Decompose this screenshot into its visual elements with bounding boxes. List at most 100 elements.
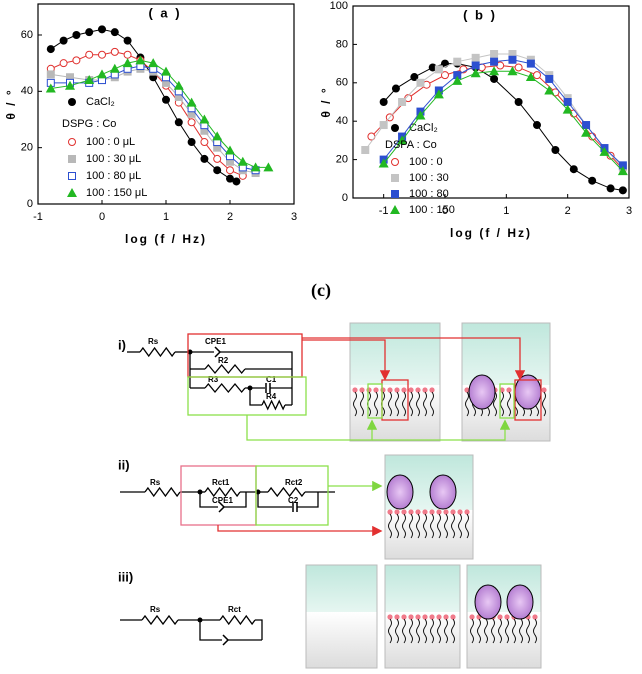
component-label: Rs: [150, 605, 161, 614]
lipid-tail: [498, 618, 502, 644]
marker: [508, 50, 517, 58]
lipid-tail: [395, 618, 399, 644]
y-axis-label: θ / °: [319, 86, 333, 117]
lipid-tail: [402, 391, 406, 417]
lipid-tail: [437, 513, 441, 539]
legend-label: CaCl₂: [409, 122, 438, 134]
lipid-head: [366, 387, 372, 393]
legend-label: 100 : 30: [409, 172, 449, 184]
y-tick-label: 60: [336, 77, 348, 89]
wire: [257, 492, 292, 508]
marker: [378, 158, 389, 168]
lipid-tail: [491, 618, 495, 644]
lipid-head: [415, 509, 421, 515]
wire: [217, 525, 383, 537]
y-tick-label: 80: [336, 38, 348, 50]
electrolyte: [306, 565, 377, 612]
substrate: [306, 612, 377, 668]
wire: [302, 339, 391, 381]
legend-label: 100 : 80 μL: [86, 170, 141, 182]
marker: [563, 98, 572, 106]
lipid-tail: [430, 618, 434, 644]
x-tick-label: 3: [626, 205, 632, 217]
lipid-head: [450, 509, 456, 515]
lipid-head: [532, 614, 538, 620]
component-label: Rs: [148, 337, 159, 346]
marker: [618, 161, 627, 170]
highlight: [255, 465, 329, 526]
lipid-head: [499, 387, 505, 393]
plot-frame: [352, 5, 630, 199]
component-label: R3: [208, 375, 219, 384]
wire: [224, 492, 247, 508]
lipid-tail: [444, 513, 448, 539]
protein: [429, 474, 457, 510]
lipid-head: [387, 509, 393, 515]
wire: [255, 619, 263, 640]
lipid-head: [457, 509, 463, 515]
marker: [551, 146, 560, 154]
legend-label: 100 : 150: [409, 204, 455, 216]
wire: [302, 337, 526, 381]
marker: [199, 114, 210, 124]
legend-label: 100 : 30 μL: [86, 153, 141, 165]
lipid-head: [429, 509, 435, 515]
wire: [204, 486, 241, 498]
lipid-head: [429, 387, 435, 393]
highlight: [499, 383, 515, 419]
wire: [199, 620, 222, 641]
marker: [174, 118, 183, 127]
lipid-head: [408, 509, 414, 515]
component-label: Rct2: [285, 478, 303, 487]
lipid-tail: [458, 513, 462, 539]
row-label: iii): [118, 569, 133, 584]
x-tick-label: 0: [99, 211, 105, 223]
marker: [200, 138, 209, 147]
legend-subtitle: DSPG : Co: [62, 118, 116, 130]
marker: [98, 50, 106, 59]
legend-label: 100 : 150 μL: [86, 187, 147, 199]
lipid-tail: [465, 391, 469, 417]
marker: [379, 121, 388, 130]
marker: [110, 47, 119, 56]
x-tick-label: 2: [227, 211, 233, 223]
electrolyte: [385, 565, 460, 612]
marker: [162, 78, 170, 87]
lipid-head: [541, 387, 547, 393]
marker: [514, 98, 523, 106]
panel-label: (c): [311, 280, 331, 301]
marker: [618, 186, 627, 195]
cell: [466, 564, 542, 669]
marker: [123, 36, 132, 45]
marker: [98, 25, 106, 34]
lipid-head: [497, 614, 503, 620]
wire: [261, 399, 286, 411]
lipid-tail: [484, 618, 488, 644]
cell: [305, 564, 378, 669]
marker: [582, 121, 591, 130]
legend-label: 100 : 0 μL: [86, 136, 135, 148]
electrolyte: [350, 323, 440, 385]
lipid-head: [387, 387, 393, 393]
fit-line: [50, 28, 237, 182]
protein: [506, 584, 534, 620]
marker: [250, 162, 261, 172]
lipid-head: [469, 614, 475, 620]
marker: [72, 30, 81, 39]
lipid-head: [415, 387, 421, 393]
component-label: CPE1: [212, 496, 233, 505]
lipid-head: [415, 614, 421, 620]
lipid-tail: [388, 391, 392, 417]
lipid-head: [506, 387, 512, 393]
x-tick-label: 3: [291, 211, 297, 223]
marker: [174, 92, 183, 101]
lipid-tail: [533, 618, 537, 644]
legend-marker: [391, 190, 399, 198]
marker: [569, 165, 578, 174]
marker: [187, 109, 196, 118]
marker: [226, 174, 234, 183]
lipid-head: [408, 387, 414, 393]
lipid-tail: [437, 618, 441, 644]
marker: [59, 36, 68, 45]
